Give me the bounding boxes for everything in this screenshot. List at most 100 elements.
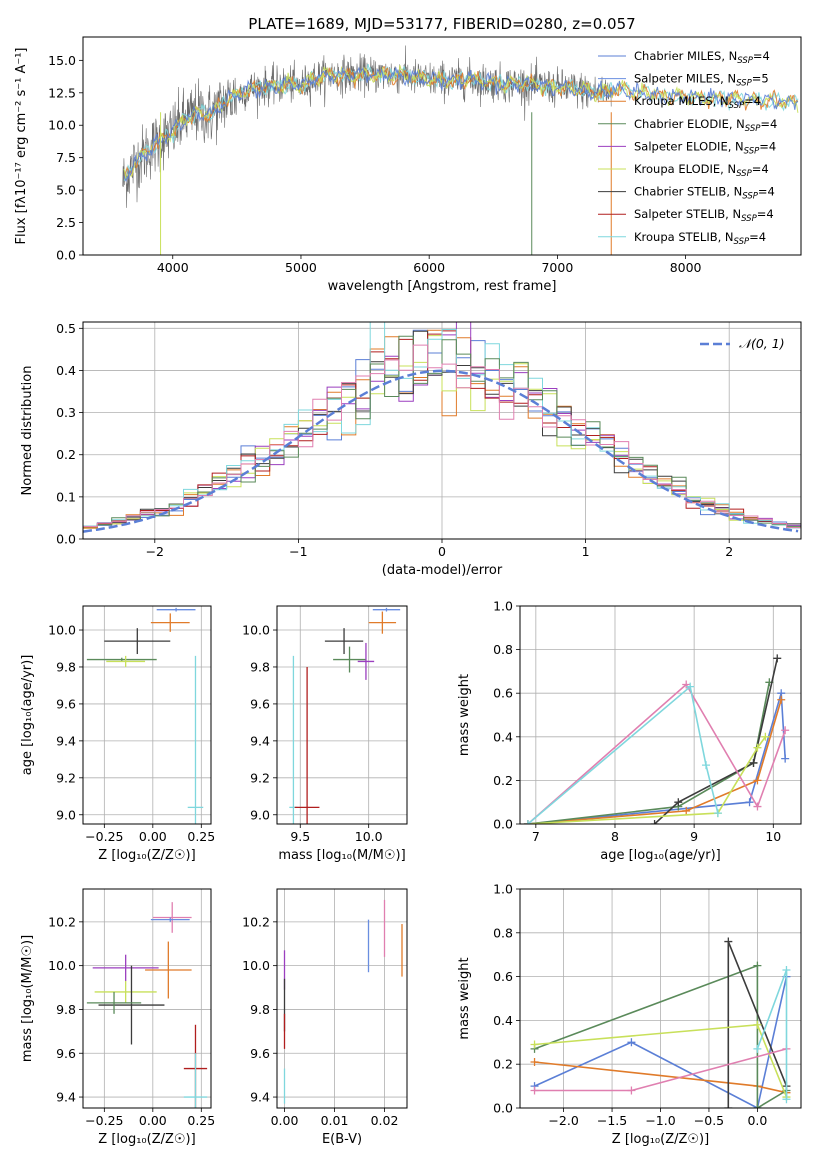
errorbar-point [98,965,165,1045]
x-tick-label: 0.0 [747,1113,767,1128]
series-marker [753,961,762,970]
y-axis-label: mass weight [457,674,472,756]
series-marker [682,806,691,815]
errorbar-point [294,666,320,824]
legend-entry: Kroupa STELIB, NSSP=4 [634,230,766,247]
model-spectrum-kroupa_elodie [123,65,799,180]
x-axis-label: mass [log₁₀(M/M☉)] [278,848,405,863]
mass_vs_EBV-grid [277,889,407,1108]
errorbar-point [150,917,190,922]
y-tick-label: 0.6 [493,686,513,701]
y-tick-label: 0.2 [493,773,513,788]
y-tick-label: 9.4 [250,1090,270,1105]
series-marker [530,1058,539,1067]
y-tick-label: 0.8 [493,642,513,657]
massweight_vs_age-frame [519,605,802,825]
x-tick-label: 0.02 [371,1113,399,1128]
series-line-chabrier_stelib [654,658,779,824]
x-axis-label: E(B-V) [322,1132,362,1147]
mass_vs_Z-grid [83,889,211,1108]
x-tick-label: −2.0 [548,1113,578,1128]
age_vs_mass-plot-area [289,607,401,824]
histogram-chabrier_elodie [83,335,801,527]
errorbar-point [152,902,192,933]
y-tick-label: 10.0 [242,623,270,638]
legend: Chabrier MILES, NSSP=4 Salpeter MILES, NS… [598,49,777,247]
series-marker [753,1020,762,1029]
x-axis-label: Z [log₁₀(Z/Z☉)] [612,1132,709,1147]
series-marker [773,654,782,663]
series-marker [650,820,659,824]
series-marker [530,1086,539,1095]
series-line-kroupa_miles [527,699,782,824]
y-tick-label: 0.4 [493,729,513,744]
legend-entry: Salpeter MILES, NSSP=5 [634,72,769,89]
x-tick-label: 4000 [157,260,189,275]
y-tick-label: 15.0 [48,53,76,68]
y-tick-label: 10.2 [48,914,76,929]
x-tick-label: 0 [438,544,446,559]
y-axis-label: Normed distribution [20,366,35,496]
y-tick-label: 9.0 [250,807,270,822]
x-tick-label: −0.25 [85,829,123,844]
residuals-plot-area [83,322,801,533]
spectrum-frame [82,36,802,256]
x-tick-label: 7000 [541,260,573,275]
y-axis-label: mass weight [457,957,472,1039]
series-line-chabrier_elodie [527,682,771,824]
massweight_vs_Z-frame [519,888,802,1109]
y-tick-label: 9.0 [56,807,76,822]
series-marker [702,761,711,770]
x-tick-label: −1 [289,544,307,559]
series-marker [782,1095,791,1104]
series-marker [753,776,762,785]
x-tick-label: 0.00 [139,829,167,844]
y-tick-label: 0.5 [56,321,76,336]
legend-entry: Kroupa MILES, NSSP=4 [634,94,761,111]
spectrum-panel: 4000 5000 6000 7000 8000 0.0 2.5 5.0 7.5 10.0 12.5… [14,36,802,294]
x-tick-label: −1.5 [597,1113,627,1128]
errorbar-point [156,607,196,612]
mass_vs_Z-plot-area [86,902,208,1108]
series-marker [686,682,695,691]
errorbar-point [333,646,366,673]
x-tick-label: 2 [725,544,733,559]
y-tick-label: 0.0 [493,817,513,832]
y-tick-label: 1.0 [493,599,513,614]
y-tick-label: 12.5 [48,85,76,100]
age_vs_mass-frame [276,605,408,825]
errorbar-point [372,607,401,612]
x-axis-label: age [log₁₀(age/yr)] [600,848,721,863]
y-tick-label: 9.8 [56,659,76,674]
series-marker [674,798,683,807]
x-axis-label: (data-model)/error [382,563,503,578]
errorbar-point [92,954,159,981]
histogram-pink [83,344,801,529]
errorbar-point [94,980,157,1003]
errorbar-point [357,642,375,680]
y-tick-label: 9.6 [56,696,76,711]
y-tick-label: 9.8 [250,659,270,674]
y-axis-label: age [log₁₀(age/yr)] [20,655,35,776]
model-spectrum-chabrier_miles [123,66,798,183]
x-tick-label: 0.01 [321,1113,349,1128]
y-axis-label: Flux [fλ10⁻¹⁷ erg cm⁻² s⁻¹ A⁻¹] [14,48,29,245]
y-tick-label: 0.4 [56,363,76,378]
y-tick-label: 0.1 [56,489,76,504]
y-tick-label: 9.4 [56,733,76,748]
series-marker [753,1044,762,1053]
y-tick-label: 10.0 [48,118,76,133]
x-tick-label: 0.00 [271,1113,299,1128]
y-tick-label: 9.8 [56,1002,76,1017]
spectrum-plot-area [122,45,799,255]
y-tick-label: 9.8 [250,1002,270,1017]
y-tick-label: 10.0 [48,623,76,638]
massweight_vs_age-grid [520,605,801,825]
errorbar-point [106,655,146,667]
legend-entry: Salpeter ELODIE, NSSP=4 [634,139,776,156]
series-marker [724,1104,733,1108]
massweight_vs_Z-plot-area [530,937,791,1108]
series-marker [777,695,786,704]
y-tick-label: 10.0 [48,958,76,973]
